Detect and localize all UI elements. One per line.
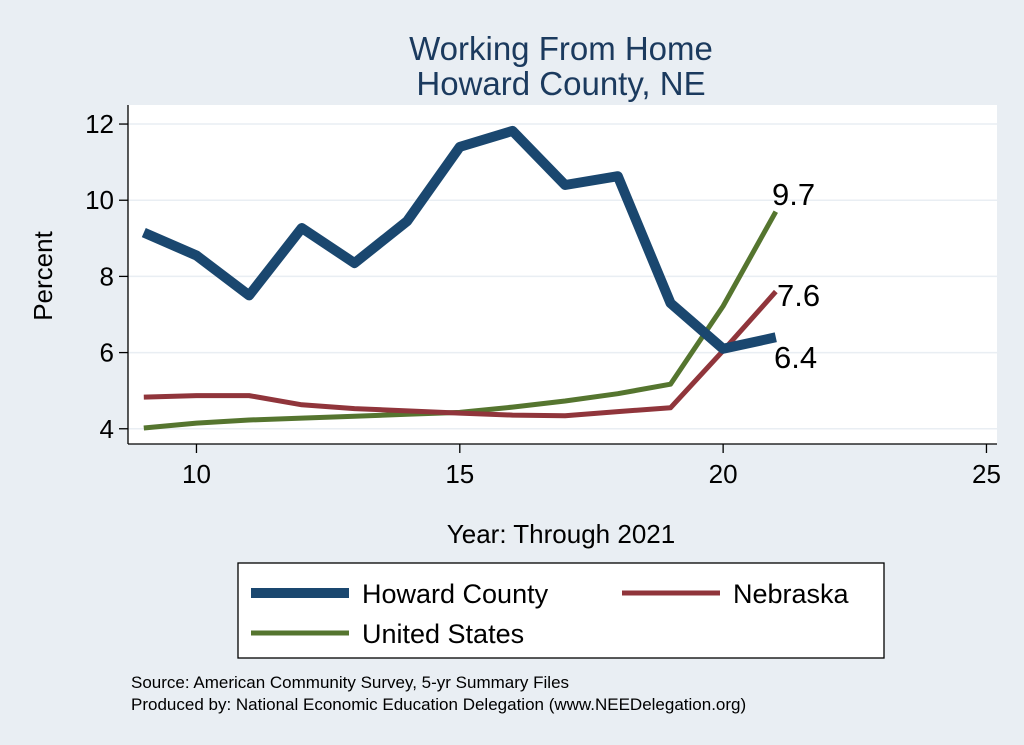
y-tick-label: 10 — [85, 185, 114, 215]
series-line-howard-county — [141, 125, 777, 354]
chart-title-line-2: Howard County, NE — [416, 65, 705, 102]
legend-label-united-states: United States — [362, 619, 524, 649]
series-group — [141, 125, 778, 431]
y-axis-ticks: 4 6 8 10 12 — [85, 109, 128, 444]
producer-note: Produced by: National Economic Education… — [131, 695, 746, 714]
legend-label-howard-county: Howard County — [362, 579, 549, 609]
x-axis-ticks: 10 15 20 25 — [182, 444, 1001, 489]
grid-lines — [128, 123, 997, 430]
plot-area — [128, 105, 997, 444]
x-tick-label: 20 — [709, 459, 738, 489]
y-tick-label: 12 — [85, 109, 114, 139]
y-tick-label: 8 — [100, 261, 114, 291]
y-tick-label: 6 — [100, 338, 114, 368]
source-note: Source: American Community Survey, 5-yr … — [131, 673, 569, 692]
y-axis-title: Percent — [28, 230, 58, 320]
legend-label-nebraska: Nebraska — [733, 579, 850, 609]
x-tick-label: 15 — [445, 459, 474, 489]
end-label-howard-county: 6.4 — [774, 340, 817, 375]
y-tick-label: 4 — [100, 414, 114, 444]
end-label-united-states: 9.7 — [772, 177, 815, 212]
x-tick-label: 10 — [182, 459, 211, 489]
series-line-nebraska — [143, 289, 778, 419]
legend: Howard County Nebraska United States — [237, 562, 885, 659]
x-tick-label: 25 — [972, 459, 1001, 489]
end-label-nebraska: 7.6 — [777, 278, 820, 313]
x-axis-title: Year: Through 2021 — [447, 519, 675, 549]
legend-box — [237, 562, 885, 659]
chart-title-line-1: Working From Home — [409, 30, 713, 67]
